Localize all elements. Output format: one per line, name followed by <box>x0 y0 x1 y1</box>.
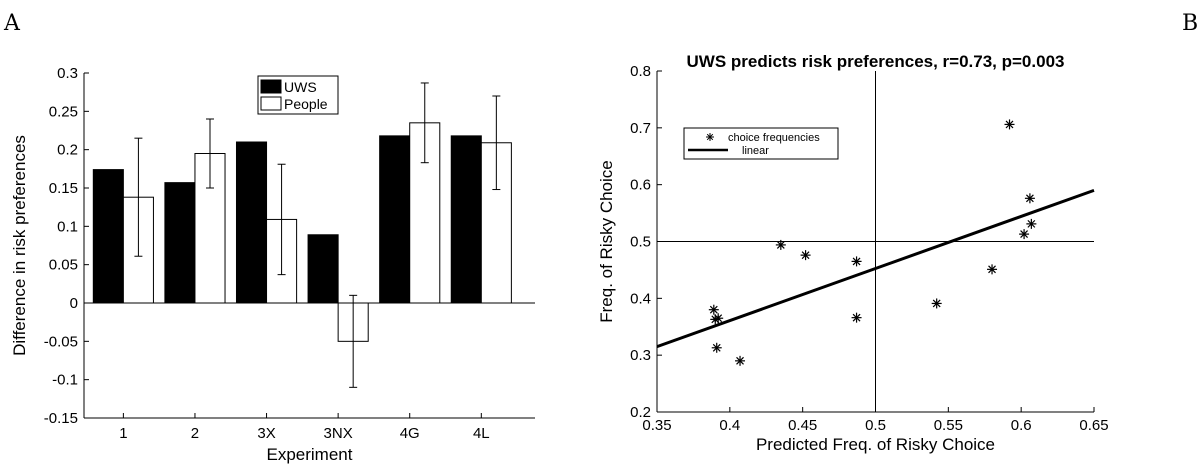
x-tick-label: 2 <box>191 425 199 442</box>
data-point <box>776 240 786 250</box>
legend-label-linear: linear <box>742 145 769 157</box>
bar-uws <box>93 170 123 303</box>
x-tick-label: 0.55 <box>934 417 963 434</box>
bar-uws <box>380 136 410 303</box>
data-point <box>932 298 942 308</box>
chart-title: UWS predicts risk preferences, r=0.73, p… <box>687 52 1065 71</box>
y-tick-label: 0.15 <box>49 180 78 197</box>
data-point <box>1025 193 1035 203</box>
legend-swatch-uws <box>261 80 281 93</box>
y-tick-label: 0.05 <box>49 257 78 274</box>
bar-uws <box>308 235 338 303</box>
y-tick-label: 0.25 <box>49 103 78 120</box>
y-tick-label: 0.6 <box>630 177 651 194</box>
y-tick-label: 0.1 <box>57 218 78 235</box>
x-tick-label: 0.35 <box>642 417 671 434</box>
legend-label-choice-frequencies: choice frequencies <box>728 132 820 144</box>
x-tick-label: 4L <box>473 425 490 442</box>
bar-uws <box>236 142 266 303</box>
y-tick-label: 0.8 <box>630 63 651 80</box>
data-point <box>852 313 862 323</box>
y-axis-label: Freq. of Risky Choice <box>597 160 616 323</box>
x-axis-label: Predicted Freq. of Risky Choice <box>756 435 995 454</box>
panel-letter-b: B <box>1182 11 1198 36</box>
data-point <box>1005 119 1015 129</box>
y-tick-label: -0.15 <box>44 410 78 427</box>
bar-chart: -0.15 -0.1 -0.05 0 0.05 0.1 0.15 0.2 0.25 0.3 1 2 3X… <box>10 65 535 464</box>
y-tick-label: 0.3 <box>57 65 78 82</box>
x-tick-label: 0.6 <box>1011 417 1032 434</box>
x-tick-label: 0.5 <box>865 417 886 434</box>
panel-letter-a: A <box>3 11 21 36</box>
y-tick-label: 0.4 <box>630 290 651 307</box>
legend-label-people: People <box>284 96 328 112</box>
x-axis-label: Experiment <box>267 445 353 464</box>
data-point <box>801 250 811 260</box>
y-tick-label: 0.5 <box>630 234 651 251</box>
x-tick-label: 1 <box>119 425 127 442</box>
bar-uws <box>165 183 195 303</box>
y-tick-label: 0 <box>70 295 78 312</box>
y-tick-label: -0.05 <box>44 333 78 350</box>
x-tick-label: 4G <box>400 425 420 442</box>
data-point <box>1019 229 1029 239</box>
bar-uws <box>451 136 481 303</box>
y-tick-label: 0.3 <box>630 347 651 364</box>
x-tick-label: 0.4 <box>719 417 740 434</box>
x-tick-label: 3X <box>257 425 275 442</box>
data-point <box>712 343 722 353</box>
y-tick-label: 0.7 <box>630 120 651 137</box>
x-tick-label: 3NX <box>324 425 353 442</box>
data-point <box>735 356 745 366</box>
legend-label-uws: UWS <box>284 79 317 95</box>
y-axis-label: Difference in risk preferences <box>10 135 29 356</box>
data-point <box>1026 219 1036 229</box>
x-tick-label: 0.65 <box>1079 417 1108 434</box>
x-tick-label: 0.45 <box>788 417 817 434</box>
data-point <box>852 256 862 266</box>
legend-swatch-people <box>261 97 281 110</box>
y-tick-label: -0.1 <box>52 372 78 389</box>
data-point <box>709 305 719 315</box>
scatter-chart: 0.20.30.40.50.60.70.80.35 0.4 0.45 0.5 0.55 0… <box>597 52 1109 454</box>
data-point <box>987 264 997 274</box>
y-tick-label: 0.2 <box>57 142 78 159</box>
data-point <box>713 313 723 323</box>
